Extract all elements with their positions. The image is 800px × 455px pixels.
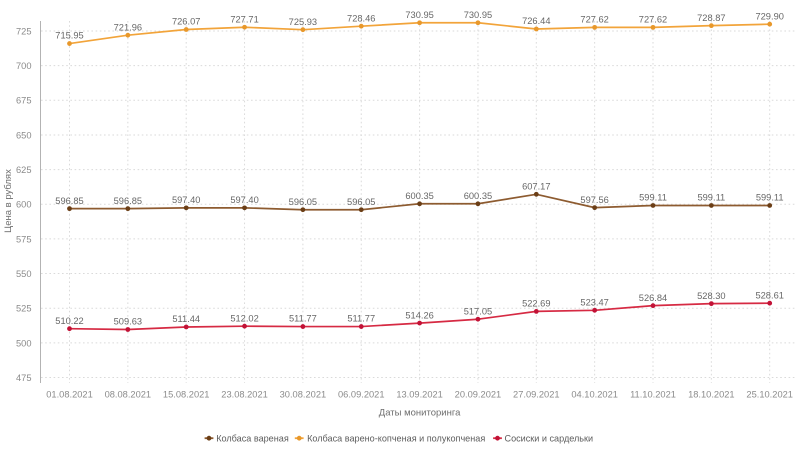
svg-text:600: 600 xyxy=(16,200,32,210)
svg-text:727.71: 727.71 xyxy=(230,14,258,24)
svg-text:727.62: 727.62 xyxy=(639,15,667,25)
svg-text:625: 625 xyxy=(16,165,32,175)
svg-text:715.95: 715.95 xyxy=(55,31,83,41)
svg-text:596.05: 596.05 xyxy=(347,197,375,207)
svg-text:Колбаса вареная: Колбаса вареная xyxy=(216,434,289,444)
svg-text:726.44: 726.44 xyxy=(522,16,550,26)
svg-text:700: 700 xyxy=(16,61,32,71)
svg-text:728.87: 728.87 xyxy=(697,13,725,23)
svg-text:517.05: 517.05 xyxy=(464,306,492,316)
svg-text:599.11: 599.11 xyxy=(756,193,784,203)
svg-text:729.90: 729.90 xyxy=(755,11,783,21)
svg-text:18.10.2021: 18.10.2021 xyxy=(688,390,735,400)
svg-text:30.08.2021: 30.08.2021 xyxy=(280,390,327,400)
svg-text:725: 725 xyxy=(16,26,32,36)
svg-text:11.10.2021: 11.10.2021 xyxy=(630,390,676,400)
svg-text:Даты мониторинга: Даты мониторинга xyxy=(379,408,461,419)
svg-text:511.77: 511.77 xyxy=(347,314,375,324)
svg-text:599.11: 599.11 xyxy=(697,193,725,203)
svg-text:04.10.2021: 04.10.2021 xyxy=(571,390,618,400)
svg-text:23.08.2021: 23.08.2021 xyxy=(221,390,268,400)
svg-text:13.09.2021: 13.09.2021 xyxy=(396,390,443,400)
svg-text:500: 500 xyxy=(16,338,32,348)
svg-text:650: 650 xyxy=(16,130,32,140)
svg-text:Колбаса варено-копченая и полу: Колбаса варено-копченая и полукопченая xyxy=(307,434,485,444)
svg-text:25.10.2021: 25.10.2021 xyxy=(746,390,793,400)
svg-text:597.56: 597.56 xyxy=(580,195,608,205)
svg-text:597.40: 597.40 xyxy=(230,195,258,205)
svg-text:522.69: 522.69 xyxy=(522,299,550,309)
svg-text:550: 550 xyxy=(16,269,32,279)
svg-text:730.95: 730.95 xyxy=(464,10,492,20)
svg-text:597.40: 597.40 xyxy=(172,195,200,205)
svg-text:526.84: 526.84 xyxy=(639,293,667,303)
svg-text:06.09.2021: 06.09.2021 xyxy=(338,390,385,400)
svg-text:599.11: 599.11 xyxy=(639,193,667,203)
svg-text:511.44: 511.44 xyxy=(172,314,200,324)
svg-text:15.08.2021: 15.08.2021 xyxy=(163,390,210,400)
svg-text:512.02: 512.02 xyxy=(230,313,258,323)
svg-text:01.08.2021: 01.08.2021 xyxy=(46,390,93,400)
svg-text:475: 475 xyxy=(16,373,32,383)
svg-text:725.93: 725.93 xyxy=(289,17,317,27)
svg-text:727.62: 727.62 xyxy=(580,15,608,25)
svg-text:600.35: 600.35 xyxy=(405,191,433,201)
svg-text:Цена в рублях: Цена в рублях xyxy=(3,169,14,233)
svg-text:510.22: 510.22 xyxy=(55,316,83,326)
svg-text:726.07: 726.07 xyxy=(172,17,200,27)
svg-text:523.47: 523.47 xyxy=(580,298,608,308)
svg-text:509.63: 509.63 xyxy=(114,317,142,327)
svg-text:528.30: 528.30 xyxy=(697,291,725,301)
svg-text:600.35: 600.35 xyxy=(464,191,492,201)
svg-text:Сосиски и сардельки: Сосиски и сардельки xyxy=(505,434,594,444)
svg-text:596.85: 596.85 xyxy=(114,196,142,206)
svg-text:675: 675 xyxy=(16,96,32,106)
svg-text:730.95: 730.95 xyxy=(405,10,433,20)
svg-text:27.09.2021: 27.09.2021 xyxy=(513,390,560,400)
svg-text:20.09.2021: 20.09.2021 xyxy=(455,390,502,400)
svg-text:514.26: 514.26 xyxy=(405,310,433,320)
svg-text:575: 575 xyxy=(16,234,32,244)
svg-text:596.05: 596.05 xyxy=(289,197,317,207)
svg-text:08.08.2021: 08.08.2021 xyxy=(105,390,152,400)
svg-text:596.85: 596.85 xyxy=(55,196,83,206)
svg-text:511.77: 511.77 xyxy=(289,314,317,324)
svg-text:528.61: 528.61 xyxy=(755,290,783,300)
svg-text:721.96: 721.96 xyxy=(114,22,142,32)
svg-text:728.46: 728.46 xyxy=(347,13,375,23)
svg-text:525: 525 xyxy=(16,304,32,314)
svg-text:607.17: 607.17 xyxy=(522,182,550,192)
